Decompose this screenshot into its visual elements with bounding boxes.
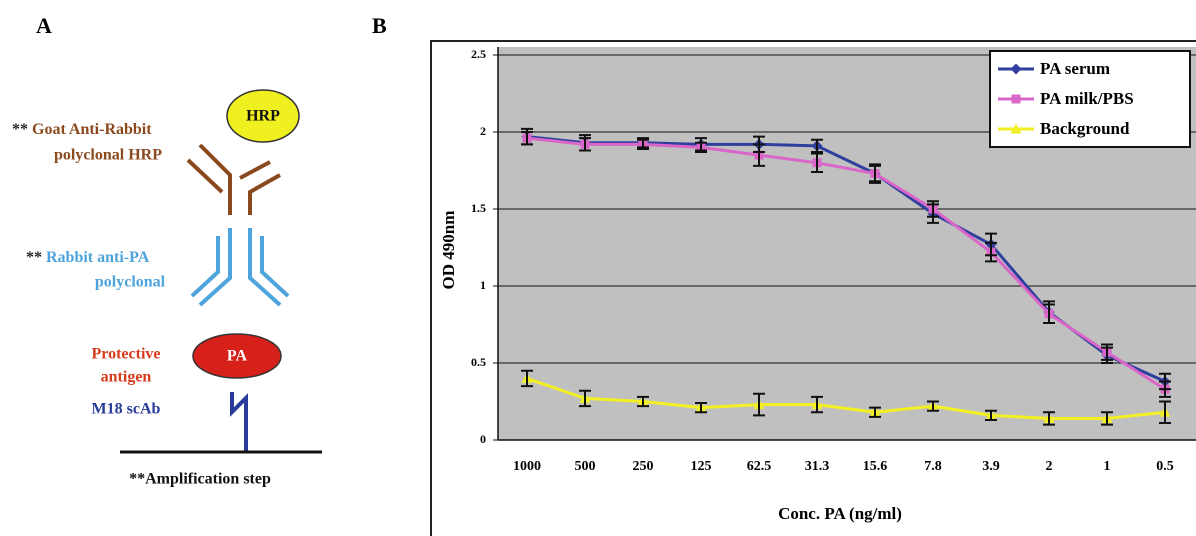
error-bar (927, 400, 939, 412)
hrp-enzyme (226, 89, 300, 143)
error-bar (637, 395, 649, 408)
error-bar (1159, 380, 1171, 398)
series-line (526, 136, 1166, 391)
label: ** Rabbit anti-PA (26, 249, 150, 266)
error-bar (637, 138, 649, 150)
label: HRP (246, 108, 280, 125)
marker (1010, 63, 1022, 75)
error-bar (1043, 303, 1055, 324)
error-bar (927, 200, 939, 218)
panel-label: A (36, 13, 52, 38)
y-tick-label: 0.5 (471, 355, 486, 369)
y-tick-label: 2 (480, 124, 486, 138)
error-bar (753, 392, 765, 417)
error-bar (1159, 400, 1171, 425)
plot: 0 0.5 1 1.5 2 2.5 1000 500 250 125 62.5 31.3 15.6 7.8… (471, 47, 1196, 474)
error-bar (1101, 343, 1113, 361)
label: polyclonal HRP (54, 147, 162, 164)
label-prefix: ** (26, 249, 42, 266)
y-tick-label: 2.5 (471, 47, 486, 61)
x-axis-label: Conc. PA (ng/ml) (778, 504, 902, 523)
marker (1011, 94, 1021, 104)
label-text: Goat Anti-Rabbit (32, 121, 152, 138)
x-tick-label: 250 (633, 459, 654, 474)
label-prefix: ** (12, 121, 28, 138)
label: M18 scAb (92, 401, 161, 418)
y-tick-label: 0 (480, 432, 486, 446)
error-bar (1101, 411, 1113, 426)
label: **Amplification step (129, 471, 271, 488)
diagram: ** Goat Anti-Rabbit polyclonal HRP HRP *… (12, 89, 322, 488)
series-line (526, 376, 1166, 420)
error-bar (985, 241, 997, 263)
x-tick-label: 3.9 (982, 459, 1000, 474)
goat-antibody (186, 143, 281, 215)
error-bar (869, 164, 881, 183)
x-tick-label: 15.6 (863, 459, 888, 474)
x-tick-label: 1000 (513, 459, 541, 474)
x-tick-label: 500 (575, 459, 596, 474)
panel-label: B (372, 13, 387, 38)
label: polyclonal (95, 274, 166, 291)
label: antigen (101, 369, 152, 386)
marker (1010, 123, 1022, 134)
error-bar (985, 409, 997, 421)
scab (230, 392, 248, 452)
x-tick-label: 62.5 (747, 459, 772, 474)
error-bar (579, 137, 591, 152)
error-bar (695, 141, 707, 154)
error-bar (869, 406, 881, 418)
x-tick-label: 31.3 (805, 459, 830, 474)
label-text: Rabbit anti-PA (46, 249, 150, 266)
y-tick-label: 1.5 (471, 201, 486, 215)
error-bar (811, 152, 823, 174)
x-tick-label: 1 (1104, 459, 1111, 474)
legend-label: PA milk/PBS (1040, 89, 1134, 108)
rabbit-antibody (190, 228, 290, 307)
x-tick-label: 7.8 (924, 459, 942, 474)
error-bar (753, 143, 765, 167)
x-tick-label: 125 (691, 459, 712, 474)
x-tick-label: 2 (1046, 459, 1053, 474)
label: PA (227, 348, 248, 365)
legend-label: PA serum (1040, 59, 1110, 78)
legend-label: Background (1040, 119, 1130, 138)
x-tick-label: 0.5 (1156, 459, 1174, 474)
error-bar (521, 131, 533, 146)
error-bar (695, 402, 707, 414)
pa-antigen (192, 333, 282, 379)
error-bar (579, 389, 591, 408)
error-bar (811, 395, 823, 414)
error-bar (521, 369, 533, 388)
y-tick-label: 1 (480, 278, 486, 292)
legend: PA serum PA milk/PBS Background (989, 50, 1191, 148)
error-bar (1043, 411, 1055, 426)
label: ** Goat Anti-Rabbit (12, 121, 152, 138)
y-axis-label: OD 490nm (439, 211, 458, 290)
error-bar (811, 138, 823, 154)
label: Protective (92, 346, 161, 363)
